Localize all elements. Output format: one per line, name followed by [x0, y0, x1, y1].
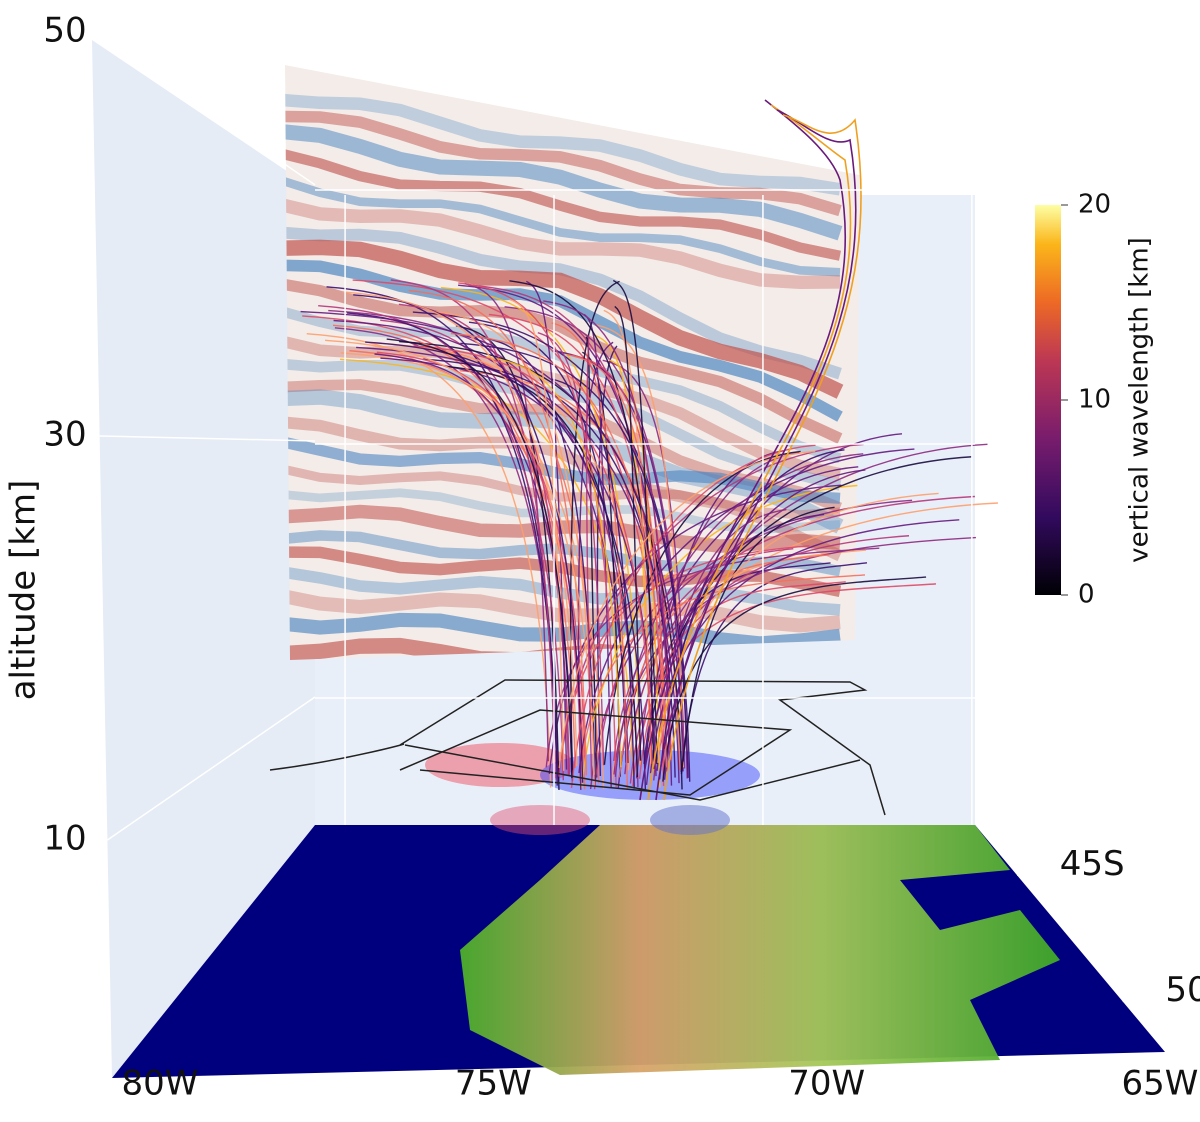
ray: [569, 280, 620, 782]
wave-stripe: [285, 586, 841, 633]
ray-paths: [300, 99, 998, 801]
ray: [328, 309, 639, 788]
ray: [408, 289, 588, 776]
ray: [608, 359, 661, 788]
grid-line: [91, 31, 316, 186]
left-wall: [92, 40, 315, 1078]
ray: [306, 333, 552, 788]
grid-line: [106, 696, 316, 841]
ray: [486, 356, 622, 768]
z-tick-label: 30: [43, 415, 86, 455]
wave-stripe: [285, 239, 844, 399]
scene: [92, 40, 1165, 1078]
wave-stripe: [285, 226, 842, 380]
ray: [655, 109, 857, 801]
z-tick-label: 10: [43, 819, 86, 859]
ray: [617, 466, 859, 789]
colorbar-tick-label: 20: [1078, 190, 1111, 220]
terrain: [460, 825, 1060, 1075]
ray: [431, 310, 595, 787]
ray: [390, 279, 556, 779]
grid-line: [99, 435, 316, 442]
colorbar-scale: [1035, 205, 1061, 595]
ray: [583, 313, 612, 788]
ray: [570, 444, 816, 788]
ray: [613, 536, 976, 775]
ray: [300, 310, 685, 762]
ray: [339, 358, 634, 776]
ray: [450, 332, 667, 766]
wave-stripe: [285, 93, 841, 196]
ray: [638, 581, 846, 779]
wave-stripe: [285, 174, 841, 277]
x-tick-label: 70W: [788, 1064, 865, 1104]
ray: [458, 282, 617, 788]
ray: [551, 378, 635, 789]
ray: [558, 450, 816, 769]
ray: [578, 448, 915, 774]
ray: [509, 298, 565, 771]
ray: [603, 450, 801, 765]
ray: [353, 294, 584, 783]
colorbar-tick-label: 10: [1078, 385, 1111, 415]
ray: [580, 484, 858, 789]
ray: [356, 346, 680, 784]
ray: [603, 309, 652, 770]
ray: [639, 99, 846, 801]
wave-stripe: [285, 259, 843, 422]
ray: [380, 357, 657, 777]
ray: [629, 535, 910, 784]
colorbar-label: vertical wavelength [km]: [1125, 237, 1155, 563]
ray: [610, 502, 998, 788]
ray: [649, 519, 960, 774]
y-tick-label: 45S: [1060, 844, 1125, 884]
wave-curtain: [285, 65, 860, 660]
ray: [460, 342, 689, 778]
ray: [596, 345, 618, 777]
axes: altitude [km] 10 30 50 80W 75W 70W 65W 45S 50S: [4, 11, 1200, 1104]
x-tick-label: 65W: [1122, 1064, 1199, 1104]
ray: [464, 282, 549, 762]
ray: [662, 576, 927, 782]
ray: [543, 300, 671, 761]
ray: [612, 279, 655, 769]
ray: [614, 305, 642, 761]
ray: [342, 291, 578, 767]
z-tick-label: 50: [43, 11, 86, 51]
ray: [680, 506, 835, 775]
ray: [647, 104, 852, 801]
ray: [413, 345, 653, 764]
wave-stripe: [285, 123, 843, 241]
wave-stripe: [285, 277, 843, 444]
z-axis-label: altitude [km]: [4, 480, 44, 701]
x-tick-label: 80W: [122, 1064, 199, 1104]
x-tick-label: 75W: [455, 1064, 532, 1104]
wave-stripe: [285, 146, 842, 261]
colorbar: vertical wavelength [km] 0 10 20: [1035, 190, 1155, 610]
ray: [578, 574, 866, 782]
ray: [567, 354, 668, 768]
ray: [325, 339, 595, 775]
wave-stripe: [285, 197, 841, 290]
flight-track: [269, 679, 886, 816]
wave-stripe: [285, 110, 842, 217]
ray: [614, 453, 864, 777]
ray: [585, 336, 598, 778]
ray: [386, 338, 573, 779]
colorbar-tick-label: 0: [1078, 580, 1095, 610]
y-tick-label: 50S: [1165, 970, 1200, 1010]
ray: [585, 335, 593, 778]
ray: [663, 114, 862, 801]
ray: [632, 583, 937, 787]
ray: [663, 469, 866, 780]
